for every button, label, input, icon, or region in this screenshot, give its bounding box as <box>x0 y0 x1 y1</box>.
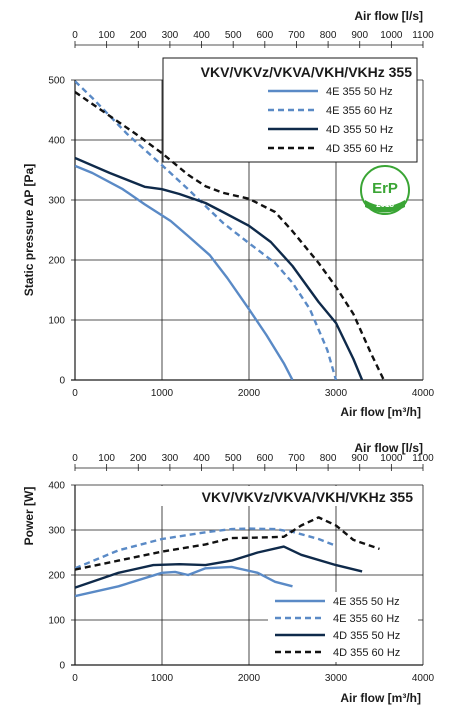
x2-tick-label: 400 <box>193 30 210 41</box>
series-line-1 <box>75 565 293 598</box>
y-tick-label: 500 <box>48 76 65 87</box>
x2-tick-label: 600 <box>256 453 273 464</box>
legend-label: 4D 355 60 Hz <box>326 143 393 155</box>
x2-tick-label: 1100 <box>412 453 434 464</box>
bottom-legend: 4E 355 50 Hz 4E 355 60 Hz 4D 355 50 Hz 4D 3… <box>275 596 400 659</box>
x2-tick-label: 400 <box>193 453 210 464</box>
top-chart-title: VKV/VKVz/VKVA/VKH/VKHz 355 <box>201 64 413 80</box>
bottom-title-box <box>160 486 422 506</box>
x-tick-label: 3000 <box>325 388 348 399</box>
top-y-label: Static pressure ΔP [Pa] <box>22 164 36 296</box>
bottom-x2-ticks: 0 100 200 300 400 500 600 700 800 900 1000 1100 <box>72 453 434 471</box>
power-chart: Air flow [l/s] 0 100 200 300 400 500 600 700 800… <box>22 441 435 705</box>
x2-tick-label: 1000 <box>380 453 403 464</box>
x-tick-label: 1000 <box>151 388 174 399</box>
y-tick-label: 400 <box>48 481 65 492</box>
top-x-label: Air flow [m³/h] <box>340 405 421 419</box>
x2-tick-label: 200 <box>130 453 147 464</box>
bottom-gridlines <box>71 484 424 666</box>
top-y-ticks: 0 100 200 300 400 500 <box>48 76 65 387</box>
legend-label: 4E 355 50 Hz <box>333 596 400 608</box>
bottom-y-ticks: 0 100 200 300 400 <box>48 481 65 672</box>
x-tick-label: 0 <box>72 388 78 399</box>
y-tick-label: 0 <box>59 376 65 387</box>
x2-tick-label: 800 <box>320 453 337 464</box>
x2-tick-label: 200 <box>130 30 147 41</box>
top-legend: 4E 355 50 Hz 4E 355 60 Hz 4D 355 50 Hz 4D 3… <box>268 86 393 155</box>
x-tick-label: 2000 <box>238 388 261 399</box>
y-tick-label: 0 <box>59 661 65 672</box>
x-tick-label: 1000 <box>151 673 174 684</box>
legend-label: 4E 355 50 Hz <box>326 86 393 98</box>
series-line-3 <box>75 545 363 589</box>
top-x2-label: Air flow [l/s] <box>354 9 423 23</box>
erp-badge-year: 2018 <box>376 200 394 209</box>
erp-badge-text: ErP <box>372 180 398 197</box>
legend-label: 4D 355 50 Hz <box>326 124 393 136</box>
y-tick-label: 300 <box>48 196 65 207</box>
legend-label: 4E 355 60 Hz <box>326 105 393 117</box>
y-tick-label: 200 <box>48 256 65 267</box>
bottom-legend-box <box>268 592 418 662</box>
x2-tick-label: 100 <box>98 30 115 41</box>
x2-tick-label: 1000 <box>380 30 403 41</box>
y-tick-label: 100 <box>48 616 65 627</box>
y-tick-label: 100 <box>48 316 65 327</box>
x2-tick-label: 100 <box>98 453 115 464</box>
x2-tick-label: 800 <box>320 30 337 41</box>
top-x2-ticks: 0 100 200 300 400 500 600 700 800 900 1000 1100 <box>72 30 434 48</box>
x-tick-label: 3000 <box>325 673 348 684</box>
bottom-x-label: Air flow [m³/h] <box>340 691 421 705</box>
x2-tick-label: 500 <box>225 453 242 464</box>
erp-2018-badge: ErP 2018 <box>360 165 410 215</box>
legend-label: 4D 355 50 Hz <box>333 630 400 642</box>
top-series <box>75 80 385 380</box>
x2-tick-label: 500 <box>225 30 242 41</box>
bottom-x2-label: Air flow [l/s] <box>354 441 423 455</box>
x2-tick-label: 900 <box>351 30 368 41</box>
series-line-4 <box>75 91 385 380</box>
legend-label: 4D 355 60 Hz <box>333 647 400 659</box>
x2-tick-label: 900 <box>351 453 368 464</box>
y-tick-label: 300 <box>48 526 65 537</box>
x2-tick-label: 300 <box>162 453 179 464</box>
legend-label: 4E 355 60 Hz <box>333 613 400 625</box>
y-tick-label: 200 <box>48 571 65 582</box>
bottom-chart-title: VKV/VKVz/VKVA/VKH/VKHz 355 <box>202 489 414 505</box>
pressure-chart: Air flow [l/s] 0 100 200 300 400 500 600 700 800… <box>22 9 435 419</box>
x2-tick-label: 700 <box>288 453 305 464</box>
series-line-2 <box>75 80 338 380</box>
x2-tick-label: 0 <box>72 453 78 464</box>
x2-tick-label: 300 <box>162 30 179 41</box>
bottom-y-label: Power [W] <box>22 487 36 546</box>
series-line-4 <box>75 516 380 571</box>
x-tick-label: 2000 <box>238 673 261 684</box>
x2-tick-label: 1100 <box>412 30 434 41</box>
x-tick-label: 4000 <box>412 673 435 684</box>
series-line-2 <box>75 527 337 570</box>
y-tick-label: 400 <box>48 136 65 147</box>
x-tick-label: 0 <box>72 673 78 684</box>
x2-tick-label: 700 <box>288 30 305 41</box>
series-line-3 <box>75 156 364 380</box>
top-x-ticks: 0 1000 2000 3000 4000 <box>72 388 434 399</box>
bottom-series <box>75 516 380 598</box>
bottom-x-ticks: 0 1000 2000 3000 4000 <box>72 673 434 684</box>
x-tick-label: 4000 <box>412 388 435 399</box>
x2-tick-label: 0 <box>72 30 78 41</box>
x2-tick-label: 600 <box>256 30 273 41</box>
series-line-1 <box>75 164 294 380</box>
